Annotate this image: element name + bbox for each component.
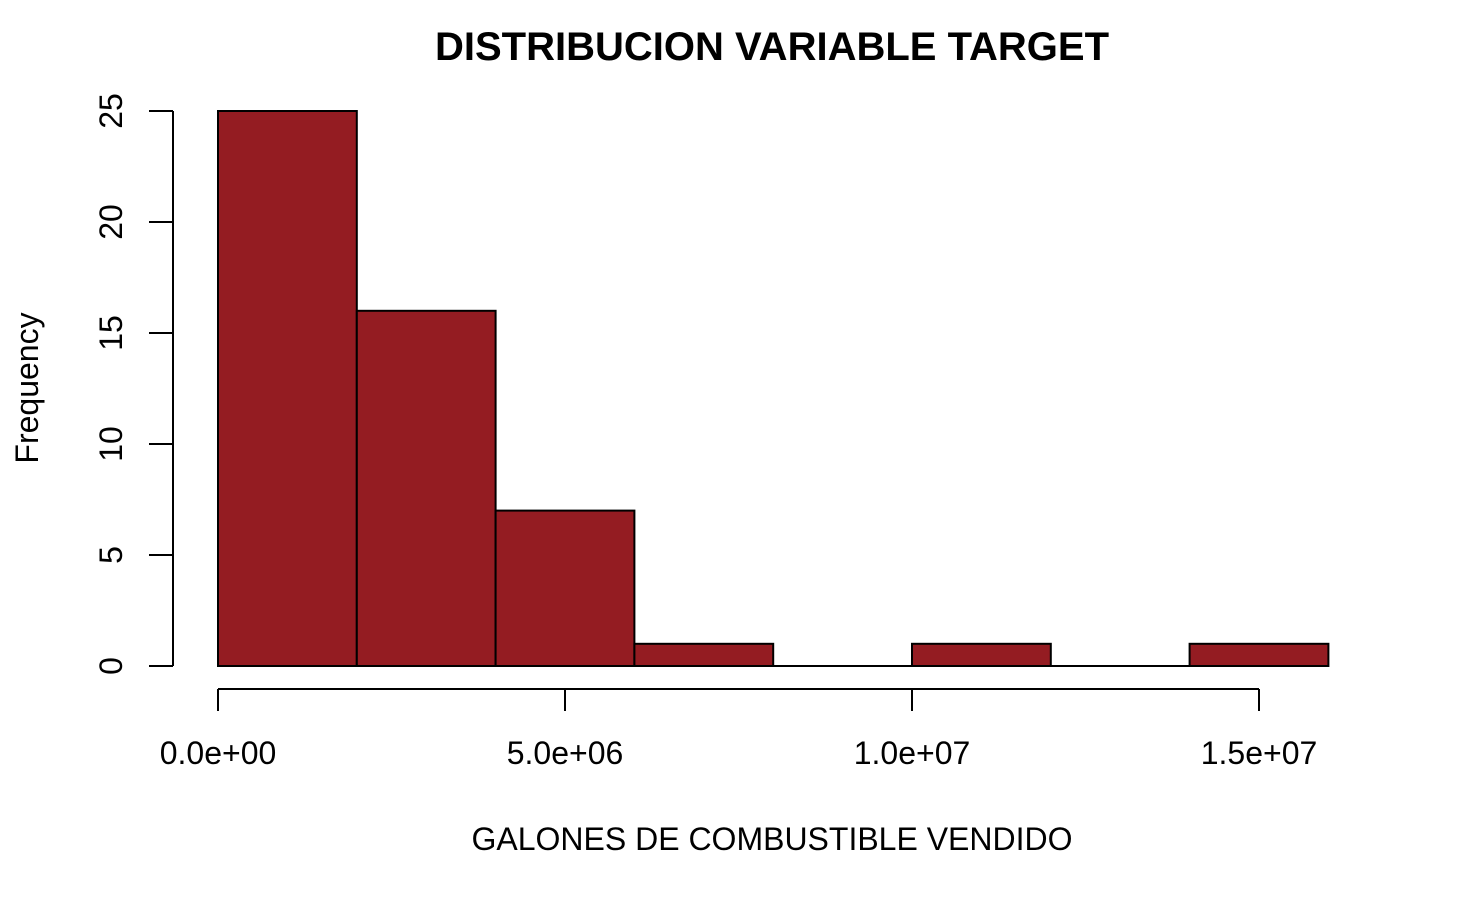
x-axis-label: GALONES DE COMBUSTIBLE VENDIDO bbox=[471, 821, 1072, 857]
bars-group bbox=[217, 110, 1330, 667]
x-tick-label-0: 0.0e+00 bbox=[160, 735, 277, 771]
y-axis: 0 5 10 15 20 25 bbox=[93, 93, 174, 675]
x-tick-label-1: 5.0e+06 bbox=[507, 735, 624, 771]
histogram-bar-0 bbox=[217, 110, 358, 667]
histogram-bar-7 bbox=[1188, 642, 1330, 667]
histogram-bar-1 bbox=[355, 309, 497, 667]
x-tick-label-3: 1.5e+07 bbox=[1201, 735, 1318, 771]
chart-title: DISTRIBUCION VARIABLE TARGET bbox=[435, 25, 1109, 69]
x-axis: 0.0e+00 5.0e+06 1.0e+07 1.5e+07 bbox=[160, 688, 1318, 771]
histogram-bar-5 bbox=[911, 642, 1052, 667]
y-tick-label-3: 15 bbox=[93, 315, 129, 351]
y-tick-label-5: 25 bbox=[93, 93, 129, 129]
histogram-bar-2 bbox=[494, 509, 636, 667]
y-tick-label-0: 0 bbox=[93, 657, 129, 675]
y-tick-label-1: 5 bbox=[93, 546, 129, 564]
x-tick-label-2: 1.0e+07 bbox=[854, 735, 971, 771]
y-tick-label-2: 10 bbox=[93, 426, 129, 462]
histogram-bar-3 bbox=[633, 642, 775, 667]
y-tick-label-4: 20 bbox=[93, 204, 129, 240]
y-axis-label: Frequency bbox=[9, 312, 45, 463]
